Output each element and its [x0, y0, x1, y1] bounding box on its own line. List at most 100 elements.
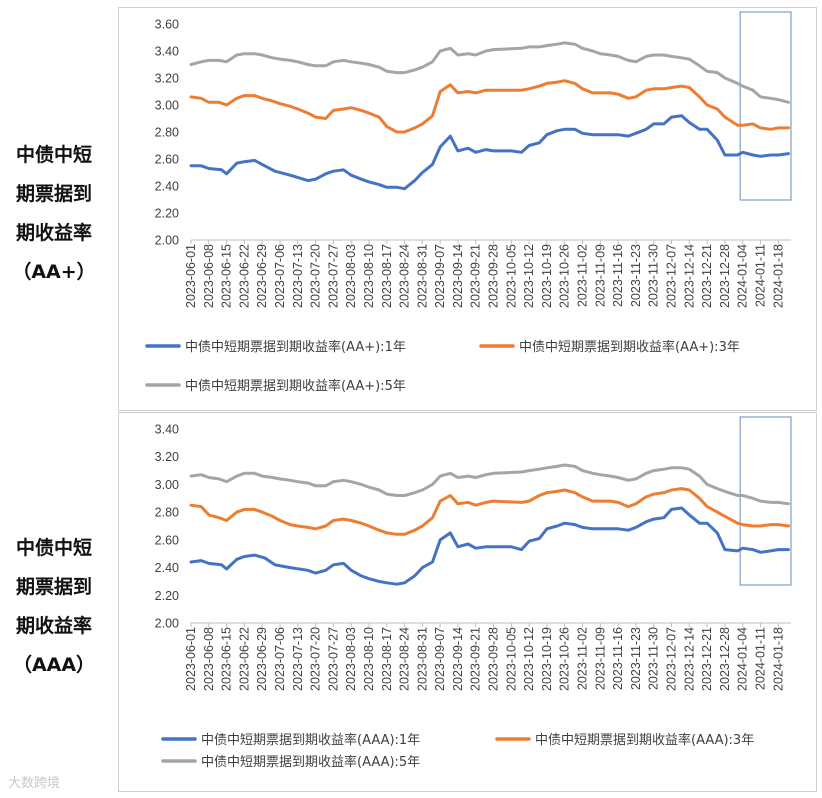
y-tick-label: 3.00	[155, 99, 179, 113]
x-tick-label: 2023-10-26	[558, 244, 572, 308]
x-tick-label: 2023-11-23	[629, 627, 643, 690]
x-tick-label: 2024-01-04	[736, 244, 750, 308]
x-tick-label: 2023-09-28	[487, 627, 501, 691]
x-tick-label: 2023-11-16	[611, 244, 625, 307]
x-tick-label: 2023-10-05	[504, 244, 518, 308]
highlight-box	[739, 416, 792, 586]
x-tick-label: 2023-11-30	[647, 244, 661, 307]
x-tick-label: 2023-10-05	[504, 627, 518, 691]
y-tick-label: 3.20	[155, 450, 179, 464]
x-tick-label: 2023-06-29	[255, 627, 269, 691]
y-tick-label: 2.80	[155, 506, 179, 520]
legend-label-y3: 中债中短期票据到期收益率(AAA):3年	[535, 732, 754, 748]
x-tick-label: 2023-12-21	[700, 244, 714, 308]
x-tick-label: 2023-12-14	[682, 627, 696, 691]
x-tick-label: 2023-11-02	[576, 244, 590, 307]
y-tick-label: 2.40	[155, 180, 179, 194]
x-tick-label: 2023-08-17	[380, 244, 394, 308]
y-tick-label: 3.00	[155, 478, 179, 492]
side-label-line: 期收益率	[15, 615, 92, 637]
series-line-y5	[189, 41, 790, 104]
y-tick-label: 3.60	[155, 18, 179, 32]
side-label-line: 期票据到	[15, 576, 92, 598]
x-tick-label: 2023-09-21	[469, 627, 483, 691]
x-tick-label: 2023-07-27	[326, 244, 340, 308]
x-tick-label: 2023-10-12	[522, 244, 536, 308]
x-tick-label: 2023-06-01	[184, 244, 198, 308]
legend-label-y3: 中债中短期票据到期收益率(AA+):3年	[519, 339, 740, 355]
x-tick-label: 2023-10-26	[558, 627, 572, 691]
x-tick-label: 2023-07-13	[291, 627, 305, 691]
x-tick-label: 2023-08-17	[380, 627, 394, 691]
legend-label-y5: 中债中短期票据到期收益率(AA+):5年	[185, 378, 406, 394]
side-label-line: 中债中短	[15, 144, 92, 166]
x-tick-label: 2023-10-12	[522, 627, 536, 691]
y-tick-label: 2.00	[155, 617, 179, 631]
side-label-line: （AA+）	[12, 261, 96, 283]
y-tick-label: 3.40	[155, 45, 179, 59]
side-label-line: 期票据到	[15, 183, 92, 205]
y-tick-label: 2.20	[155, 207, 179, 221]
side-label-aa-plus: 中债中短 期票据到 期收益率 （AA+）	[0, 136, 108, 292]
side-label-line: 中债中短	[15, 537, 92, 559]
chart-aaa: 2.00 2.20 2.40 2.60 2.80 3.00 3.20 3.40 2023-06-…	[155, 416, 792, 770]
x-tick-label: 2023-07-06	[273, 244, 287, 308]
series-line-y1	[189, 114, 790, 191]
watermark: 大数跨境	[8, 776, 61, 791]
x-tick-label: 2024-01-11	[753, 244, 767, 307]
chart-aa-plus: 2.00 2.20 2.40 2.60 2.80 3.00 3.20 3.40 3.60 2023…	[145, 11, 792, 394]
x-tick-label: 2023-06-08	[202, 627, 216, 691]
legend-label-y1: 中债中短期票据到期收益率(AA+):1年	[185, 339, 406, 355]
x-tick-label: 2023-09-07	[433, 244, 447, 308]
x-tick-label: 2023-06-22	[237, 244, 251, 308]
highlight-box	[739, 11, 792, 201]
x-tick-label: 2023-12-21	[700, 627, 714, 691]
y-tick-label: 3.20	[155, 72, 179, 86]
x-tick-label: 2023-11-23	[629, 244, 643, 307]
x-tick-label: 2024-01-18	[771, 244, 785, 308]
x-tick-label: 2023-07-27	[326, 627, 340, 691]
chart-panel-aa-plus: 2.00 2.20 2.40 2.60 2.80 3.00 3.20 3.40 3.60 2023…	[118, 7, 817, 411]
x-tick-label: 2023-12-28	[718, 627, 732, 691]
x-tick-label: 2023-08-31	[415, 627, 429, 691]
legend-label-y1: 中债中短期票据到期收益率(AAA):1年	[201, 732, 420, 748]
x-tick-label: 2023-08-10	[362, 627, 376, 691]
chart-panel-aaa: 2.00 2.20 2.40 2.60 2.80 3.00 3.20 3.40 2023-06-…	[118, 412, 817, 792]
y-tick-label: 2.20	[155, 589, 179, 603]
x-tick-label: 2023-08-03	[344, 244, 358, 308]
x-tick-label: 2023-08-03	[344, 627, 358, 691]
x-tick-label: 2023-06-22	[237, 627, 251, 691]
x-tick-label: 2023-12-28	[718, 244, 732, 308]
x-tick-label: 2024-01-18	[771, 627, 785, 691]
x-tick-label: 2023-09-07	[433, 627, 447, 691]
x-tick-label: 2023-07-20	[309, 244, 323, 308]
x-tick-label: 2023-11-09	[593, 244, 607, 307]
x-tick-label: 2023-07-13	[291, 244, 305, 308]
y-tick-label: 2.40	[155, 561, 179, 575]
x-tick-label: 2023-08-10	[362, 244, 376, 308]
x-tick-label: 2023-09-28	[487, 244, 501, 308]
x-tick-label: 2023-10-19	[540, 627, 554, 691]
x-tick-label: 2023-07-20	[309, 627, 323, 691]
x-tick-label: 2023-11-16	[611, 627, 625, 690]
y-tick-label: 2.00	[155, 234, 179, 248]
x-tick-label: 2023-09-14	[451, 244, 465, 308]
y-tick-label: 2.60	[155, 533, 179, 547]
x-tick-label: 2024-01-11	[753, 627, 767, 690]
x-tick-label: 2024-01-04	[736, 627, 750, 691]
side-label-line: 期收益率	[15, 222, 92, 244]
series-line-y3	[189, 79, 790, 134]
x-tick-label: 2023-12-07	[665, 627, 679, 691]
x-tick-label: 2023-09-14	[451, 627, 465, 691]
y-tick-label: 3.40	[155, 423, 179, 437]
x-tick-label: 2023-06-15	[220, 244, 234, 308]
x-tick-label: 2023-08-24	[398, 244, 412, 308]
side-label-aaa: 中债中短 期票据到 期收益率 （AAA）	[0, 529, 108, 685]
series-line-y3	[189, 487, 790, 536]
x-tick-label: 2023-11-02	[576, 627, 590, 690]
x-tick-label: 2023-11-30	[647, 627, 661, 690]
series-line-y1	[189, 506, 790, 586]
x-tick-label: 2023-09-21	[469, 244, 483, 308]
x-tick-label: 2023-08-24	[398, 627, 412, 691]
series-line-y5	[189, 463, 790, 506]
